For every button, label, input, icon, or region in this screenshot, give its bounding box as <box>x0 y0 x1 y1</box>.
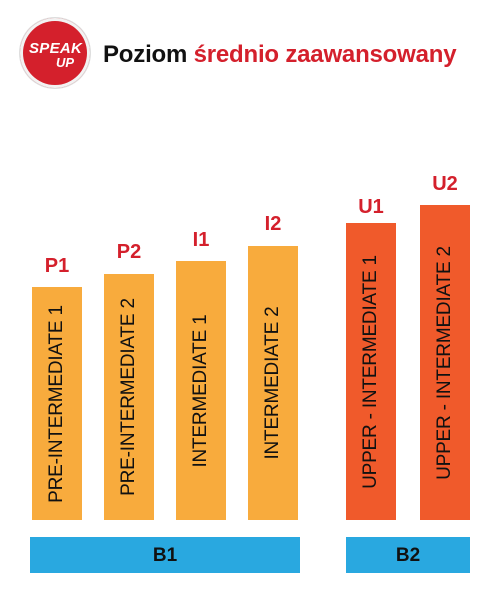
logo-text-speak: SPEAK <box>29 40 83 57</box>
title-part-1: Poziom <box>103 41 188 68</box>
group-label-b1: B1 <box>152 545 178 566</box>
level-bar-i1: INTERMEDIATE 1 <box>176 261 226 520</box>
logo-text-up: UP <box>56 55 75 70</box>
page-title: Poziom średnio zaawansowany <box>103 41 457 69</box>
level-bar-u1: UPPER - INTERMEDIATE 1 <box>346 223 396 520</box>
level-name: INTERMEDIATE 1 <box>190 313 211 468</box>
level-code-u1: U1 <box>358 196 384 218</box>
level-name: PRE-INTERMEDIATE 1 <box>46 304 67 503</box>
level-name: INTERMEDIATE 2 <box>262 306 283 460</box>
group-band-b1: B1 <box>30 537 300 573</box>
level-name: UPPER - INTERMEDIATE 1 <box>360 254 381 489</box>
level-name: PRE-INTERMEDIATE 2 <box>118 298 139 496</box>
level-code-i2: I2 <box>264 213 282 235</box>
level-bar-p2: PRE-INTERMEDIATE 2 <box>104 274 154 520</box>
level-bar-i2: INTERMEDIATE 2 <box>248 246 298 520</box>
level-code-u2: U2 <box>432 173 458 195</box>
group-label-b2: B2 <box>395 545 421 566</box>
speakup-logo: SPEAK UP <box>20 18 90 88</box>
level-code-i1: I1 <box>192 229 210 251</box>
level-bar-p1: PRE-INTERMEDIATE 1 <box>32 287 82 520</box>
title-part-2: średnio zaawansowany <box>193 41 457 68</box>
level-code-p2: P2 <box>116 241 142 263</box>
group-band-b2: B2 <box>346 537 470 573</box>
level-bar-u2: UPPER - INTERMEDIATE 2 <box>420 205 470 520</box>
level-code-p1: P1 <box>44 255 70 277</box>
level-name: UPPER - INTERMEDIATE 2 <box>434 245 455 480</box>
